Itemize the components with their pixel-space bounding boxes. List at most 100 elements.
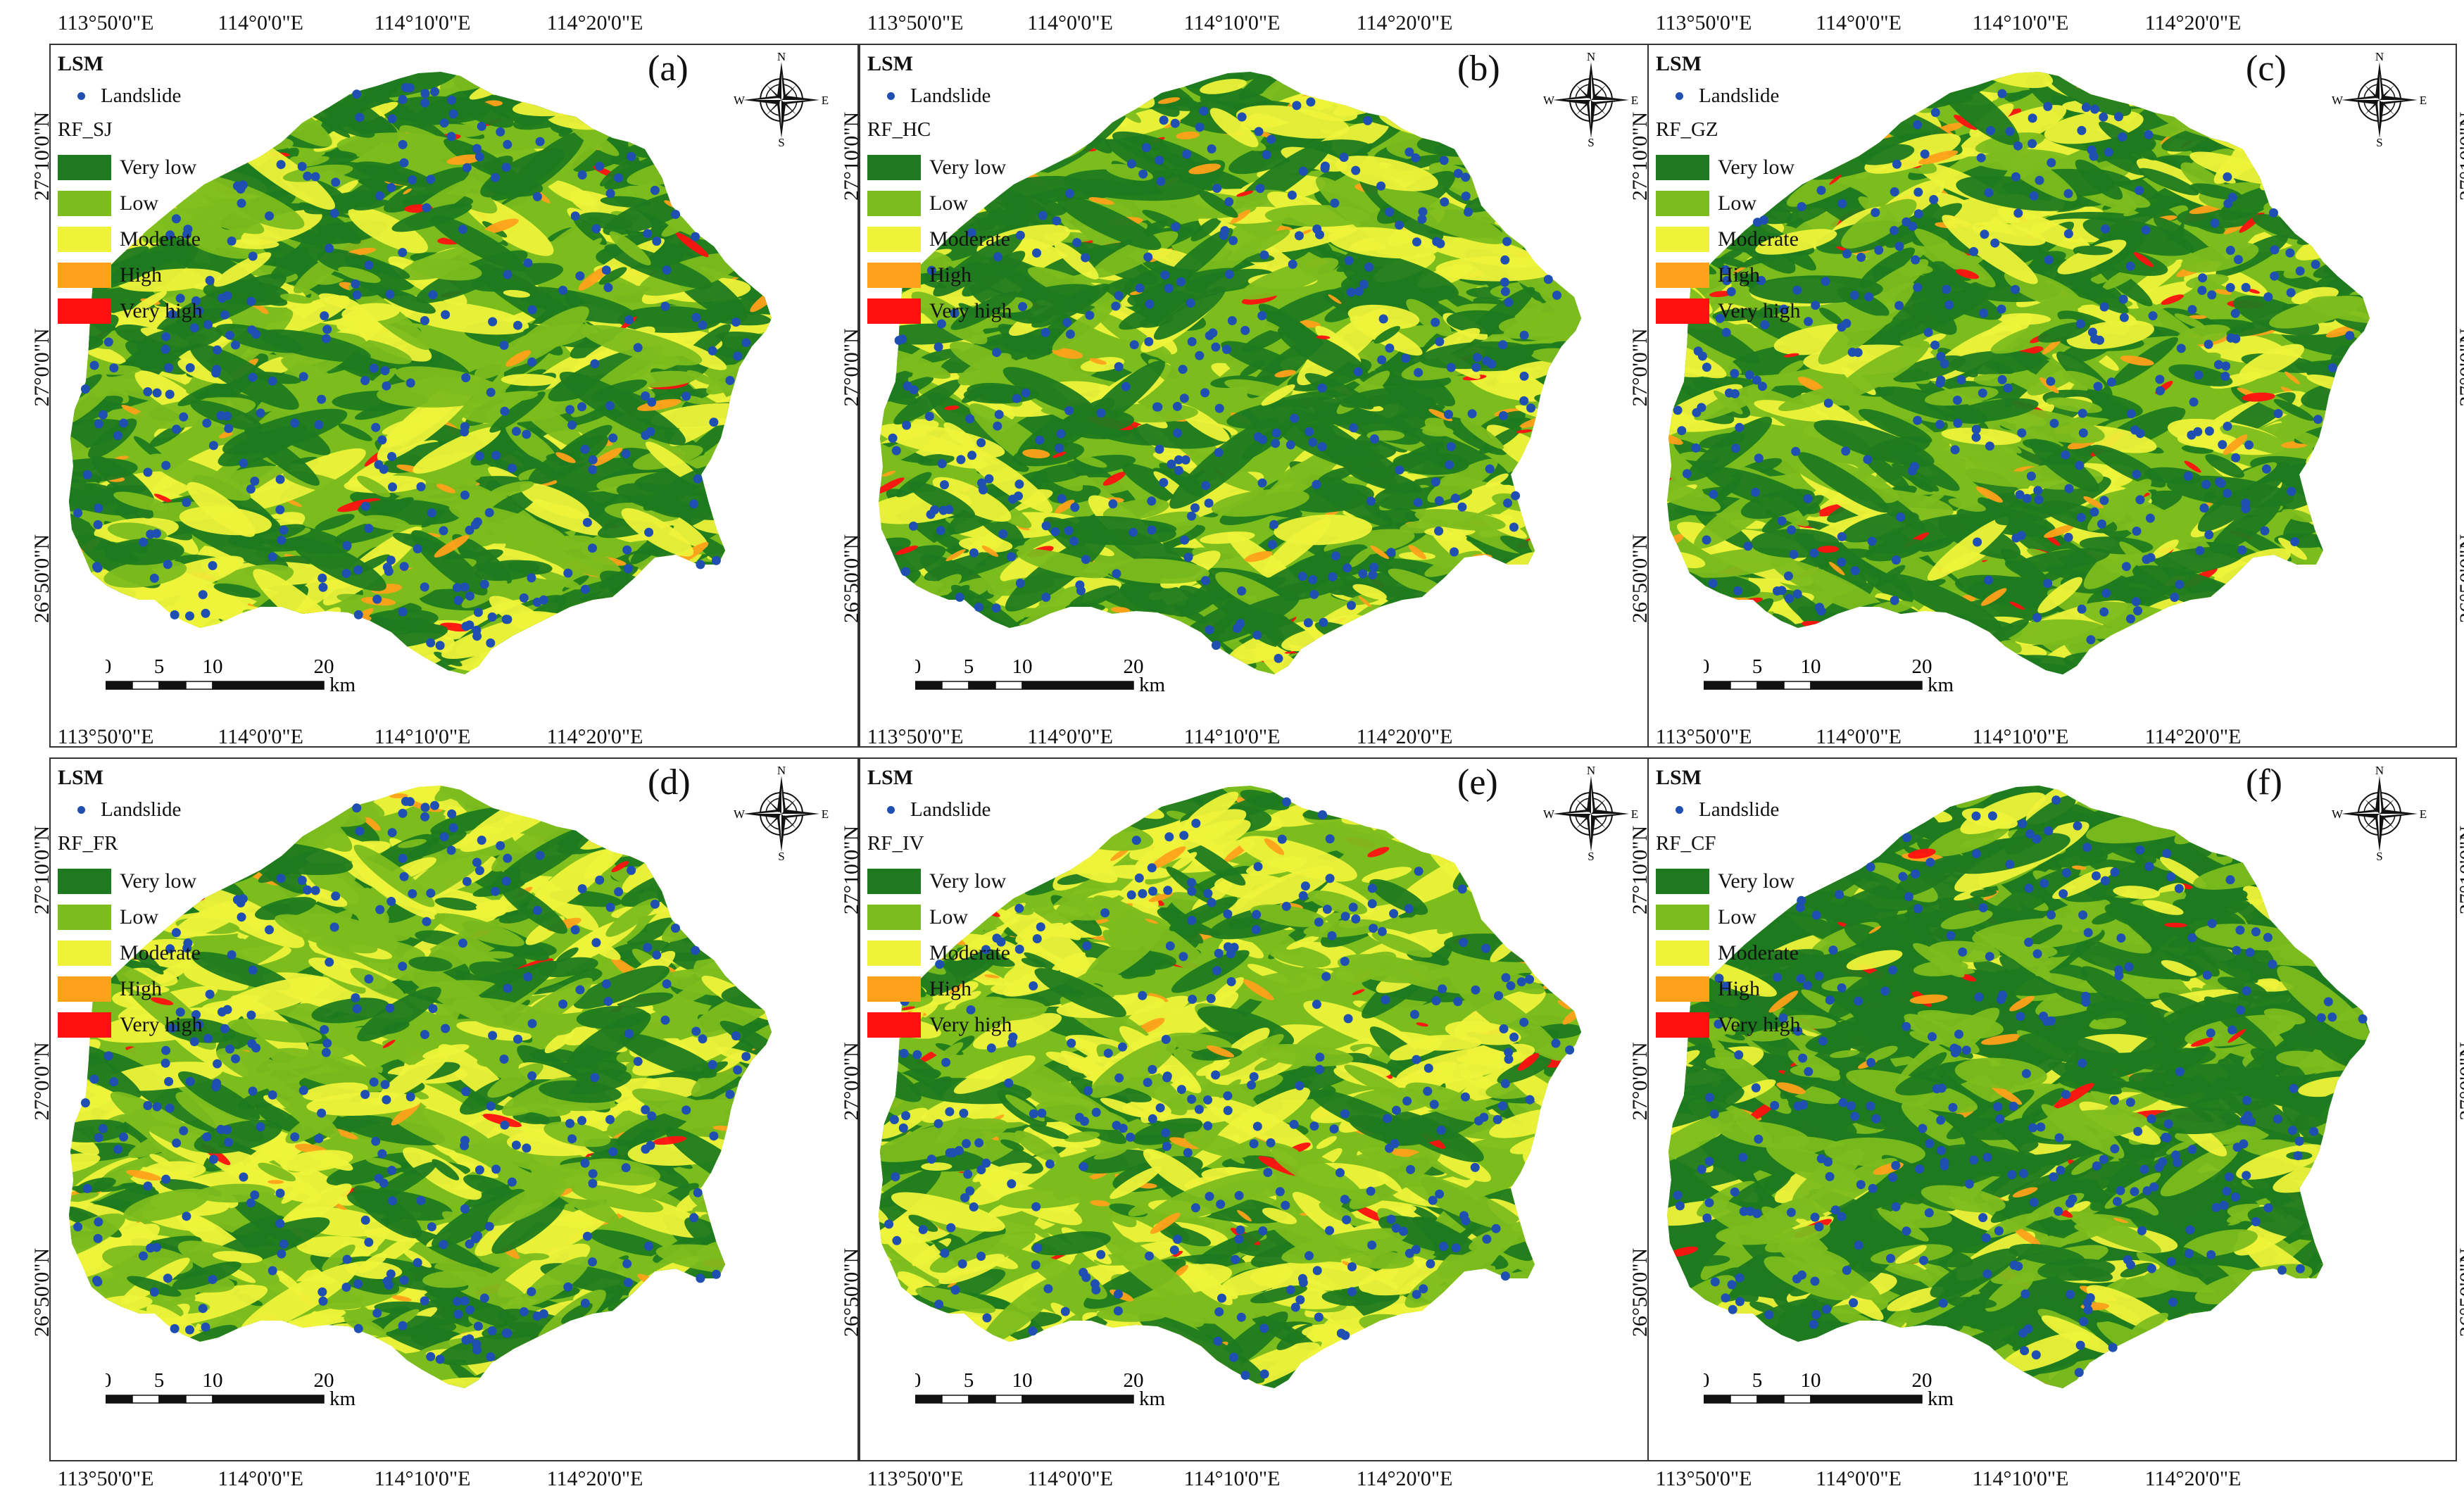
landslide-point — [1156, 1103, 1165, 1112]
landslide-point — [384, 1281, 394, 1290]
landslide-point — [1207, 898, 1217, 907]
legend-swatch — [1656, 940, 1709, 966]
landslide-point — [256, 408, 265, 417]
landslide-point — [1731, 443, 1740, 453]
landslide-point — [1288, 191, 1297, 200]
landslide-point — [577, 402, 586, 411]
landslide-point — [388, 482, 397, 491]
landslide-point — [2263, 933, 2273, 942]
longitude-tick-label: 114°0'0"E — [218, 725, 303, 749]
landslide-point — [731, 317, 741, 327]
landslide-point — [2061, 1090, 2070, 1099]
landslide-point — [268, 377, 277, 386]
landslide-point — [1016, 579, 1025, 588]
landslide-point — [422, 917, 432, 926]
landslide-point — [1067, 1038, 1076, 1048]
landslide-point — [1187, 1095, 1196, 1104]
landslide-point — [2100, 303, 2109, 312]
landslide-point — [401, 83, 410, 92]
landslide-point — [386, 1269, 396, 1278]
landslide-point — [1930, 341, 1940, 350]
landslide-point — [2237, 546, 2246, 555]
landslide-point — [206, 276, 215, 285]
landslide-point — [523, 972, 532, 981]
landslide-point — [2099, 608, 2108, 617]
landslide-point — [1438, 984, 1447, 993]
landslide-point — [1349, 902, 1358, 912]
landslide-point — [2221, 362, 2230, 371]
legend-swatch — [58, 263, 111, 288]
longitude-tick-label: 114°20'0"E — [2145, 725, 2242, 749]
landslide-point — [1811, 1277, 1820, 1286]
landslide-point — [2156, 386, 2165, 396]
landslide-point — [381, 366, 390, 375]
scale-bar-segment — [1730, 681, 1757, 689]
landslide-point — [352, 89, 361, 99]
landslide-point — [1240, 326, 1250, 335]
landslide-point — [213, 346, 222, 355]
landslide-point — [1043, 1284, 1052, 1293]
landslide-point — [1328, 572, 1337, 581]
landslide-point — [1366, 1187, 1376, 1196]
landslide-point — [400, 562, 409, 571]
landslide-point — [2207, 290, 2216, 299]
latitude-tick-label: 27°10'0"N — [1628, 826, 1652, 914]
compass-letter-e: E — [822, 94, 829, 107]
landslide-point — [361, 1216, 370, 1225]
landslide-point — [689, 499, 698, 508]
landslide-point — [2087, 635, 2096, 644]
landslide-point — [1119, 1124, 1128, 1133]
landslide-point — [203, 320, 213, 329]
landslide-point — [1868, 1184, 1878, 1193]
compass-letter-n: N — [777, 766, 786, 777]
landslide-point — [475, 152, 484, 161]
landslide-point — [1182, 150, 1191, 159]
landslide-point — [2244, 441, 2254, 450]
longitude-tick-label: 113°50'0"E — [1656, 11, 1752, 35]
landslide-point — [591, 225, 601, 234]
landslide-point — [2007, 1170, 2016, 1179]
landslide-point — [430, 801, 439, 810]
landslide-point — [2064, 189, 2073, 199]
landslide-point — [945, 1148, 955, 1157]
landslide-point — [1387, 1215, 1396, 1224]
landslide-point — [440, 118, 449, 127]
landslide-point — [689, 1213, 698, 1222]
landslide-point — [1255, 127, 1264, 136]
landslide-point — [372, 1309, 382, 1318]
landslide-point — [1414, 867, 1423, 876]
landslide-point — [1111, 301, 1120, 310]
landslide-point — [1815, 971, 1824, 981]
landslide-point — [1238, 113, 1247, 122]
landslide-point — [277, 1250, 286, 1259]
landslide-point — [1928, 1032, 1937, 1041]
landslide-point — [987, 1043, 996, 1052]
scale-bar-label: 10 — [203, 655, 223, 678]
landslide-point — [2055, 1133, 2064, 1143]
landslide-point — [1183, 553, 1193, 562]
landslide-point — [371, 423, 380, 432]
landslide-point — [1711, 1277, 1720, 1286]
scale-bar-segment — [1022, 681, 1133, 689]
legend-swatch — [867, 191, 921, 216]
landslide-point — [2227, 1026, 2237, 1035]
landslide-point — [1308, 575, 1317, 584]
landslide-point — [1825, 1172, 1835, 1181]
landslide-point — [276, 1189, 285, 1198]
landslide-point — [83, 1184, 92, 1193]
landslide-point — [522, 429, 531, 439]
longitude-tick-label: 113°50'0"E — [58, 725, 154, 749]
landslide-point — [2261, 527, 2270, 536]
landslide-label: Landslide — [910, 84, 991, 108]
latitude-tick-label: 27°10'0"N — [840, 826, 864, 914]
landslide-point — [1997, 305, 2006, 314]
landslide-point — [1902, 1226, 1911, 1235]
landslide-point — [1697, 1165, 1706, 1174]
landslide-point — [1042, 521, 1051, 530]
landslide-point — [1520, 331, 1529, 340]
landslide-point — [575, 272, 584, 281]
legend-class-label: Very low — [120, 156, 196, 180]
